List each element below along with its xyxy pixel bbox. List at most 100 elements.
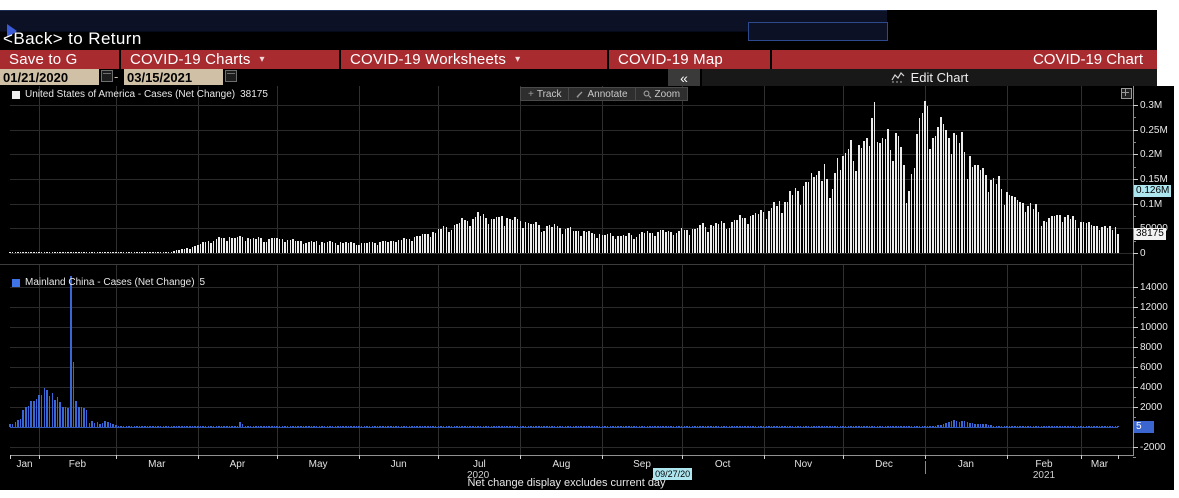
bar (858, 145, 860, 253)
annotate-button[interactable]: Annotate (568, 88, 634, 100)
bar (292, 239, 294, 253)
bar (302, 244, 305, 253)
bar (1096, 426, 1098, 427)
menu-covid-map-button[interactable]: COVID-19 Map (609, 50, 770, 69)
bar (321, 242, 323, 253)
bar (223, 426, 225, 427)
bar (683, 426, 686, 427)
bar (448, 426, 450, 427)
bar (643, 426, 646, 427)
bar (1016, 199, 1019, 253)
bar (1037, 426, 1040, 427)
bar (154, 426, 157, 427)
bar (318, 244, 321, 253)
collapse-panel-button[interactable]: « (668, 69, 700, 86)
bar (249, 238, 252, 253)
bar (654, 236, 656, 253)
bar (85, 409, 88, 427)
us-legend-label: United States of America - Cases (Net Ch… (25, 89, 236, 100)
bar (823, 426, 826, 427)
bar (535, 426, 537, 427)
bar (596, 237, 598, 253)
bar (979, 170, 982, 253)
calendar-icon[interactable] (101, 70, 113, 82)
bar (588, 426, 590, 427)
bar (9, 252, 11, 253)
bar (667, 426, 670, 427)
bar (67, 408, 69, 427)
edit-chart-button[interactable]: Edit Chart (702, 69, 1157, 86)
bar (315, 241, 318, 253)
bar (46, 390, 48, 427)
bar (40, 395, 43, 427)
bar (564, 229, 567, 253)
bar (453, 224, 456, 253)
bar (212, 240, 215, 253)
bar (548, 426, 551, 427)
bar (538, 426, 540, 427)
bar (897, 135, 900, 253)
bar (829, 426, 831, 427)
bar (741, 218, 744, 253)
bar (654, 426, 656, 427)
bar (797, 426, 799, 427)
bar (1027, 206, 1029, 253)
menu-covid-worksheets-button[interactable]: COVID-19 Worksheets ▾ (341, 50, 607, 69)
axis-tick (1133, 307, 1138, 308)
bar (130, 426, 133, 427)
bar (292, 426, 294, 427)
bar (347, 426, 350, 427)
bar (969, 156, 971, 253)
bar (358, 245, 360, 253)
bar (374, 426, 376, 427)
bar (725, 426, 728, 427)
bar (535, 221, 537, 253)
bar (665, 232, 667, 253)
bar (482, 214, 485, 253)
bar (1101, 426, 1103, 427)
start-date-field[interactable]: 01/21/2020 (0, 69, 99, 85)
zoom-button[interactable]: Zoom (634, 88, 688, 100)
month-gridline (1081, 86, 1082, 253)
bar (850, 140, 852, 253)
back-to-return-label[interactable]: <Back> to Return (3, 29, 142, 48)
bar (120, 252, 122, 253)
bar (892, 426, 894, 427)
gridline (10, 287, 1133, 288)
bar (14, 252, 17, 253)
gridline (10, 253, 1133, 254)
bar (863, 141, 865, 253)
bar (948, 421, 950, 427)
bar (596, 426, 598, 427)
month-gridline (520, 265, 522, 455)
china-series-legend[interactable]: Mainland China - Cases (Net Change) 5 (12, 277, 205, 288)
bar (625, 235, 627, 253)
y-axis-label: 2000 (1140, 402, 1163, 413)
bar (260, 426, 262, 427)
menu-covid-charts-button[interactable]: COVID-19 Charts ▾ (121, 50, 339, 69)
calendar-icon[interactable] (225, 70, 237, 82)
bar (220, 426, 223, 427)
bar (598, 234, 601, 253)
month-gridline (359, 86, 361, 253)
grid-icon[interactable] (1121, 88, 1132, 99)
bar (144, 426, 146, 427)
bar (794, 188, 797, 253)
bar (178, 426, 180, 427)
bar (667, 231, 670, 253)
bar (593, 426, 596, 427)
bar (728, 426, 731, 427)
us-series-legend[interactable]: United States of America - Cases (Net Ch… (12, 89, 268, 100)
x-axis-line (10, 455, 1134, 456)
track-button[interactable]: + Track (528, 88, 562, 100)
end-date-field[interactable]: 03/15/2021 (124, 69, 223, 85)
bar (337, 426, 339, 427)
bar (263, 426, 265, 427)
bar (900, 426, 902, 427)
bar (844, 153, 847, 253)
bar (889, 150, 892, 253)
bar (998, 176, 1000, 253)
bar (821, 181, 823, 253)
menu-save-to-g-button[interactable]: Save to G (0, 50, 119, 69)
bar (1082, 222, 1085, 253)
